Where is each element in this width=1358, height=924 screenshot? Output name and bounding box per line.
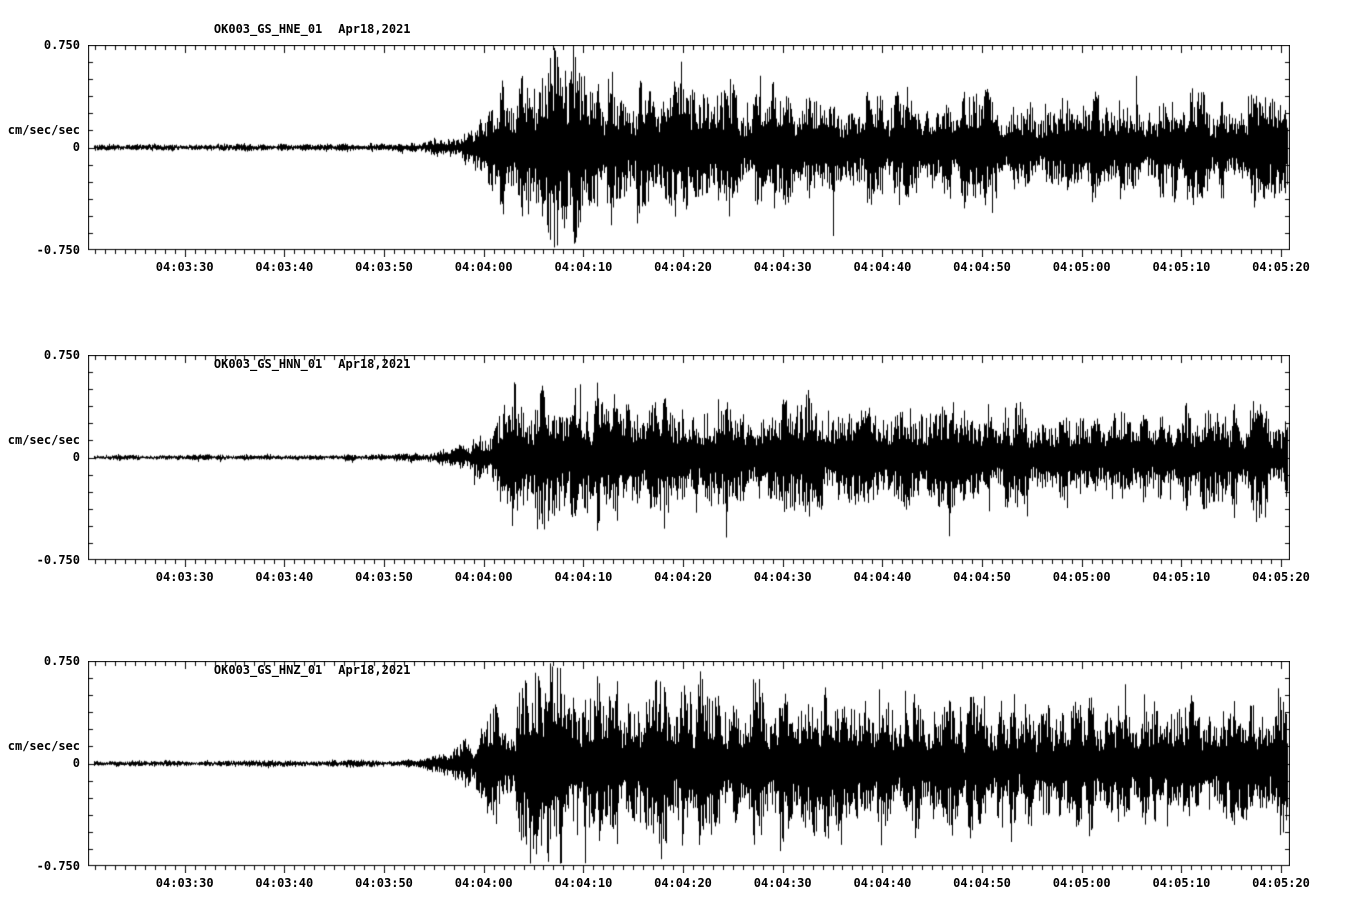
trace-header: OK003_GS_HNE_01 Apr18,2021 — [185, 8, 411, 50]
time-tick-label: 04:03:40 — [255, 876, 314, 890]
y-axis-unit-label: cm/sec/sec — [7, 739, 80, 753]
waveform-plot-hnn — [88, 355, 1290, 567]
time-tick-label: 04:04:40 — [853, 570, 912, 584]
trace-id: OK003_GS_HNE_01 — [213, 22, 323, 36]
y-axis-unit-label: cm/sec/sec — [7, 123, 80, 137]
time-tick-label: 04:04:10 — [554, 876, 613, 890]
time-tick-label: 04:03:40 — [255, 260, 314, 274]
time-tick-label: 04:05:00 — [1052, 570, 1111, 584]
time-tick-label: 04:03:30 — [155, 876, 214, 890]
waveform-plot-hnz — [88, 661, 1290, 873]
time-tick-label: 04:03:50 — [355, 260, 413, 274]
time-tick-label: 04:04:00 — [454, 260, 513, 274]
time-axis-hne: 04:03:30 04:03:40 04:03:50 04:04:00 04:04:10… — [0, 260, 1358, 276]
time-tick-label: 04:05:10 — [1152, 260, 1211, 274]
time-tick-label: 04:05:10 — [1152, 876, 1211, 890]
time-tick-label: 04:05:10 — [1152, 570, 1211, 584]
time-tick-label: 04:03:50 — [355, 570, 413, 584]
time-tick-label: 04:03:40 — [255, 570, 314, 584]
time-axis-hnn: 04:03:30 04:03:40 04:03:50 04:04:00 04:04:10… — [0, 570, 1358, 586]
waveform-plot-hne — [88, 45, 1290, 257]
time-tick-label: 04:04:20 — [654, 570, 712, 584]
y-zero-label: 0 — [72, 450, 80, 464]
time-tick-label: 04:04:10 — [554, 570, 613, 584]
y-min-label: -0.750 — [36, 859, 80, 873]
time-tick-label: 04:03:30 — [155, 570, 214, 584]
seismogram-panel-hne: OK003_GS_HNE_01 Apr18,2021 0.750 cm/sec/s… — [0, 0, 1358, 308]
time-tick-label: 04:04:40 — [853, 260, 912, 274]
y-axis-unit-label: cm/sec/sec — [7, 433, 80, 447]
y-max-label: 0.750 — [43, 348, 80, 362]
time-tick-label: 04:04:50 — [953, 876, 1011, 890]
time-tick-label: 04:04:50 — [953, 260, 1011, 274]
time-tick-label: 04:04:40 — [853, 876, 912, 890]
time-tick-label: 04:04:30 — [753, 876, 812, 890]
time-tick-label: 04:03:30 — [155, 260, 214, 274]
time-tick-label: 04:04:30 — [753, 570, 812, 584]
time-tick-label: 04:04:20 — [654, 876, 712, 890]
y-zero-label: 0 — [72, 140, 80, 154]
time-tick-label: 04:04:50 — [953, 570, 1011, 584]
time-tick-label: 04:04:00 — [454, 876, 513, 890]
time-tick-label: 04:04:00 — [454, 570, 513, 584]
y-min-label: -0.750 — [36, 243, 80, 257]
time-axis-hnz: 04:03:30 04:03:40 04:03:50 04:04:00 04:04:10… — [0, 876, 1358, 892]
y-max-label: 0.750 — [43, 654, 80, 668]
time-tick-label: 04:04:20 — [654, 260, 712, 274]
trace-date: Apr18,2021 — [338, 22, 411, 36]
time-tick-label: 04:03:50 — [355, 876, 413, 890]
y-zero-label: 0 — [72, 756, 80, 770]
time-tick-label: 04:05:20 — [1252, 260, 1310, 274]
y-min-label: -0.750 — [36, 553, 80, 567]
time-tick-label: 04:04:30 — [753, 260, 812, 274]
time-tick-label: 04:05:20 — [1252, 570, 1310, 584]
time-tick-label: 04:04:10 — [554, 260, 613, 274]
time-tick-label: 04:05:00 — [1052, 260, 1111, 274]
time-tick-label: 04:05:00 — [1052, 876, 1111, 890]
time-tick-label: 04:05:20 — [1252, 876, 1310, 890]
y-max-label: 0.750 — [43, 38, 80, 52]
